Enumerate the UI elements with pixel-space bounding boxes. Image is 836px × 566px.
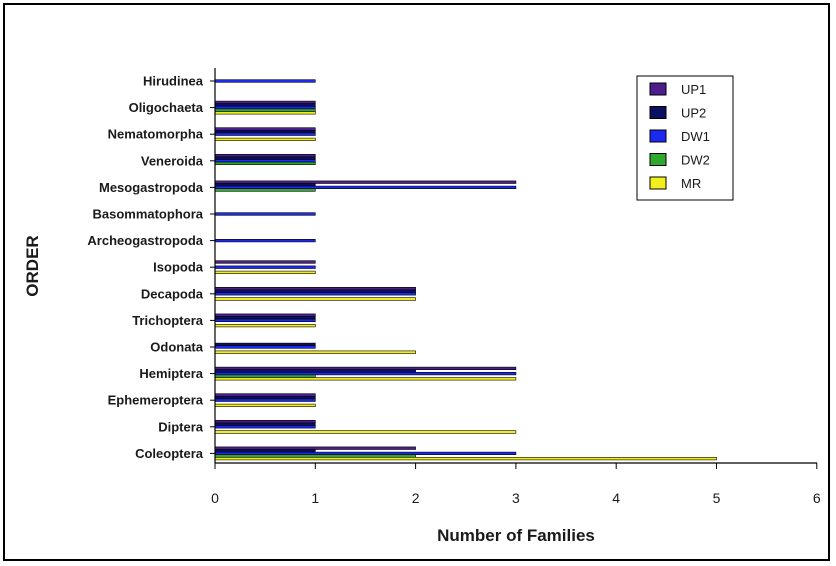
bar-up1-oligochaeta (214, 100, 316, 104)
bar-dw2-hemiptera (214, 374, 316, 378)
category-label-hirudinea: Hirudinea (143, 74, 204, 89)
bar-dw1-hirudinea (214, 79, 316, 83)
bar-mr-coleoptera (214, 456, 717, 461)
bar-up1-coleoptera (214, 446, 416, 450)
bar-up2-coleoptera (214, 449, 316, 453)
x-axis-title: Number of Families (437, 526, 595, 545)
bar-dw1-decapoda (214, 292, 416, 296)
x-tick-label: 5 (713, 490, 721, 506)
x-tick-label: 4 (612, 490, 620, 506)
bar-up2-nematomorpha (214, 130, 316, 134)
bar-mr-hemiptera (214, 377, 517, 381)
bar-up2-decapoda (214, 289, 416, 293)
legend-swatch-mr (649, 176, 667, 190)
bar-dw1-trichoptera (214, 318, 316, 323)
x-tick-label: 6 (813, 490, 821, 506)
category-label-coleoptera: Coleoptera (135, 446, 204, 461)
bars-layer (214, 79, 717, 461)
bar-up1-ephemeroptera (214, 393, 316, 397)
category-label-diptera: Diptera (158, 419, 204, 434)
bar-dw1-coleoptera (214, 451, 517, 456)
bar-dw2-oligochaeta (214, 108, 316, 112)
bar-dw2-coleoptera (214, 454, 416, 458)
bar-mr-isopoda (214, 270, 316, 275)
legend-swatch-up2 (649, 106, 667, 119)
bar-mr-ephemeroptera (214, 403, 316, 408)
bar-dw1-nematomorpha (214, 132, 316, 136)
bar-dw1-hemiptera (214, 371, 517, 376)
category-label-oligochaeta: Oligochaeta (129, 100, 204, 115)
bar-up1-isopoda (214, 260, 316, 264)
bar-dw2-veneroida (214, 161, 316, 166)
legend-label-up2: UP2 (681, 106, 706, 121)
bar-dw1-mesogastropoda (214, 185, 517, 190)
bar-up2-odonata (214, 342, 316, 347)
y-axis (210, 68, 216, 463)
bar-mr-odonata (214, 350, 416, 354)
bar-up2-veneroida (214, 156, 316, 160)
bar-up1-mesogastropoda (214, 180, 517, 184)
category-label-isopoda: Isopoda (153, 260, 204, 275)
bar-up1-hemiptera (214, 366, 517, 371)
bar-up1-veneroida (214, 154, 316, 158)
bar-dw1-basommatophora (214, 212, 316, 216)
bar-dw1-odonata (214, 345, 316, 349)
bar-up1-trichoptera (214, 313, 316, 317)
x-axis (214, 462, 818, 469)
bar-up2-mesogastropoda (214, 183, 316, 187)
bar-mr-diptera (214, 430, 517, 434)
legend-swatch-up1 (649, 82, 667, 96)
bar-mr-oligochaeta (214, 111, 316, 115)
x-tick-label: 2 (412, 490, 420, 506)
bar-dw1-diptera (214, 425, 316, 429)
category-label-mesogastropoda: Mesogastropoda (99, 180, 204, 195)
x-tick-label: 3 (512, 490, 520, 506)
category-label-hemiptera: Hemiptera (139, 366, 203, 381)
bar-mr-nematomorpha (214, 137, 316, 142)
legend-swatch-dw1 (649, 129, 667, 143)
bar-up1-decapoda (214, 286, 416, 291)
legend-swatch-dw2 (649, 153, 667, 166)
y-axis-title: ORDER (23, 235, 42, 296)
bar-up2-ephemeroptera (214, 395, 316, 400)
bar-dw2-mesogastropoda (214, 188, 316, 192)
bar-up2-trichoptera (214, 316, 316, 320)
legend-label-dw1: DW1 (681, 129, 710, 144)
bar-dw1-ephemeroptera (214, 398, 316, 402)
bar-up2-hemiptera (214, 369, 416, 373)
category-label-odonata: Odonata (150, 340, 203, 355)
bar-up1-diptera (214, 419, 316, 424)
category-label-veneroida: Veneroida (141, 153, 204, 168)
bar-dw1-oligochaeta (214, 106, 316, 110)
bar-up2-diptera (214, 422, 316, 426)
bar-dw1-archeogastropoda (214, 239, 316, 243)
bar-dw1-isopoda (214, 265, 316, 269)
legend: UP1 UP2 DW1 DW2 MR (636, 75, 734, 201)
category-labels: Hirudinea Oligochaeta Nematomorpha Veneroid… (87, 74, 203, 461)
x-tick-labels: 0 1 2 3 4 5 6 (211, 490, 821, 506)
bar-up1-nematomorpha (214, 127, 316, 131)
category-label-ephemeroptera: Ephemeroptera (108, 393, 204, 408)
category-label-nematomorpha: Nematomorpha (108, 127, 204, 142)
category-label-trichoptera: Trichoptera (132, 313, 204, 328)
category-label-basommatophora: Basommatophora (92, 207, 203, 222)
bar-mr-trichoptera (214, 323, 316, 328)
category-label-archeogastropoda: Archeogastropoda (87, 233, 203, 248)
bar-mr-decapoda (214, 297, 416, 301)
x-tick-label: 0 (211, 490, 219, 506)
legend-label-dw2: DW2 (681, 153, 710, 168)
bar-dw1-veneroida (214, 159, 316, 163)
legend-label-mr: MR (681, 176, 701, 191)
legend-label-up1: UP1 (681, 82, 706, 97)
bar-up2-oligochaeta (214, 103, 316, 107)
x-tick-label: 1 (311, 490, 319, 506)
category-label-decapoda: Decapoda (141, 286, 204, 301)
